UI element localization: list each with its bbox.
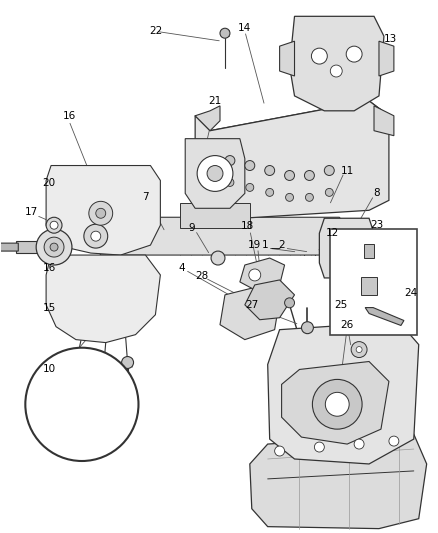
- Circle shape: [346, 46, 362, 62]
- Text: 18: 18: [241, 221, 254, 231]
- Circle shape: [220, 28, 230, 38]
- Circle shape: [50, 243, 58, 251]
- Circle shape: [91, 231, 101, 241]
- Text: 28: 28: [195, 271, 209, 281]
- Polygon shape: [268, 322, 419, 464]
- Text: 10: 10: [42, 365, 56, 375]
- Circle shape: [341, 243, 351, 253]
- Text: 21: 21: [208, 96, 222, 106]
- Bar: [364, 244, 374, 258]
- Circle shape: [301, 322, 314, 334]
- Circle shape: [325, 392, 349, 416]
- Circle shape: [330, 65, 342, 77]
- Text: 26: 26: [341, 320, 354, 330]
- Circle shape: [286, 193, 293, 201]
- Polygon shape: [0, 243, 18, 251]
- Polygon shape: [374, 106, 394, 136]
- Circle shape: [325, 188, 333, 196]
- Bar: [330, 229, 417, 335]
- Circle shape: [265, 166, 275, 175]
- Circle shape: [354, 439, 364, 449]
- Circle shape: [245, 160, 255, 171]
- Text: 16: 16: [42, 263, 56, 273]
- Circle shape: [334, 236, 358, 260]
- Polygon shape: [220, 285, 279, 340]
- Circle shape: [246, 183, 254, 191]
- Text: —: —: [271, 243, 280, 253]
- Polygon shape: [365, 308, 404, 326]
- Circle shape: [285, 298, 294, 308]
- Circle shape: [356, 346, 362, 352]
- Polygon shape: [250, 434, 427, 529]
- Text: 22: 22: [149, 26, 162, 36]
- Polygon shape: [319, 218, 374, 278]
- Circle shape: [305, 193, 314, 201]
- Text: 14: 14: [238, 23, 251, 33]
- Circle shape: [324, 166, 334, 175]
- Text: 1: 1: [261, 240, 268, 250]
- Circle shape: [44, 237, 64, 257]
- Circle shape: [304, 171, 314, 181]
- Polygon shape: [46, 166, 160, 255]
- Circle shape: [70, 357, 82, 368]
- Text: 19: 19: [248, 240, 261, 250]
- Text: 7: 7: [142, 192, 149, 203]
- Polygon shape: [185, 139, 245, 208]
- Circle shape: [266, 188, 274, 196]
- Circle shape: [122, 357, 134, 368]
- Circle shape: [84, 224, 108, 248]
- Text: 24: 24: [404, 288, 417, 298]
- Polygon shape: [240, 258, 285, 290]
- Circle shape: [25, 348, 138, 461]
- Circle shape: [249, 269, 261, 281]
- Text: 12: 12: [325, 228, 339, 238]
- Circle shape: [225, 156, 235, 166]
- Circle shape: [50, 221, 58, 229]
- Text: 8: 8: [374, 188, 380, 198]
- Polygon shape: [290, 17, 384, 111]
- Polygon shape: [180, 203, 250, 228]
- Polygon shape: [282, 361, 389, 444]
- Circle shape: [351, 342, 367, 358]
- Text: 20: 20: [42, 179, 56, 189]
- Text: 27: 27: [245, 300, 258, 310]
- Polygon shape: [16, 241, 41, 253]
- Polygon shape: [195, 101, 389, 220]
- Circle shape: [285, 171, 294, 181]
- Circle shape: [311, 48, 327, 64]
- Text: 17: 17: [25, 207, 38, 217]
- Polygon shape: [245, 280, 294, 320]
- Circle shape: [389, 436, 399, 446]
- Circle shape: [98, 357, 110, 368]
- Text: 15: 15: [42, 303, 56, 313]
- Circle shape: [89, 201, 113, 225]
- Text: 9: 9: [189, 223, 195, 233]
- Polygon shape: [46, 255, 160, 343]
- Circle shape: [96, 208, 106, 218]
- Circle shape: [46, 217, 62, 233]
- Text: 4: 4: [179, 263, 186, 273]
- Polygon shape: [195, 106, 220, 131]
- Polygon shape: [93, 217, 354, 255]
- Circle shape: [314, 442, 324, 452]
- Circle shape: [312, 379, 362, 429]
- Circle shape: [275, 446, 285, 456]
- Circle shape: [36, 229, 72, 265]
- Text: 13: 13: [384, 34, 398, 44]
- Circle shape: [197, 156, 233, 191]
- Text: 2: 2: [278, 240, 285, 250]
- Polygon shape: [279, 41, 294, 76]
- Circle shape: [211, 251, 225, 265]
- Text: 16: 16: [62, 111, 76, 121]
- Polygon shape: [379, 41, 394, 76]
- Bar: [361, 277, 377, 295]
- Circle shape: [207, 166, 223, 181]
- Text: 11: 11: [341, 166, 354, 175]
- Text: 23: 23: [371, 220, 384, 230]
- Circle shape: [226, 179, 234, 187]
- Text: 25: 25: [335, 300, 348, 310]
